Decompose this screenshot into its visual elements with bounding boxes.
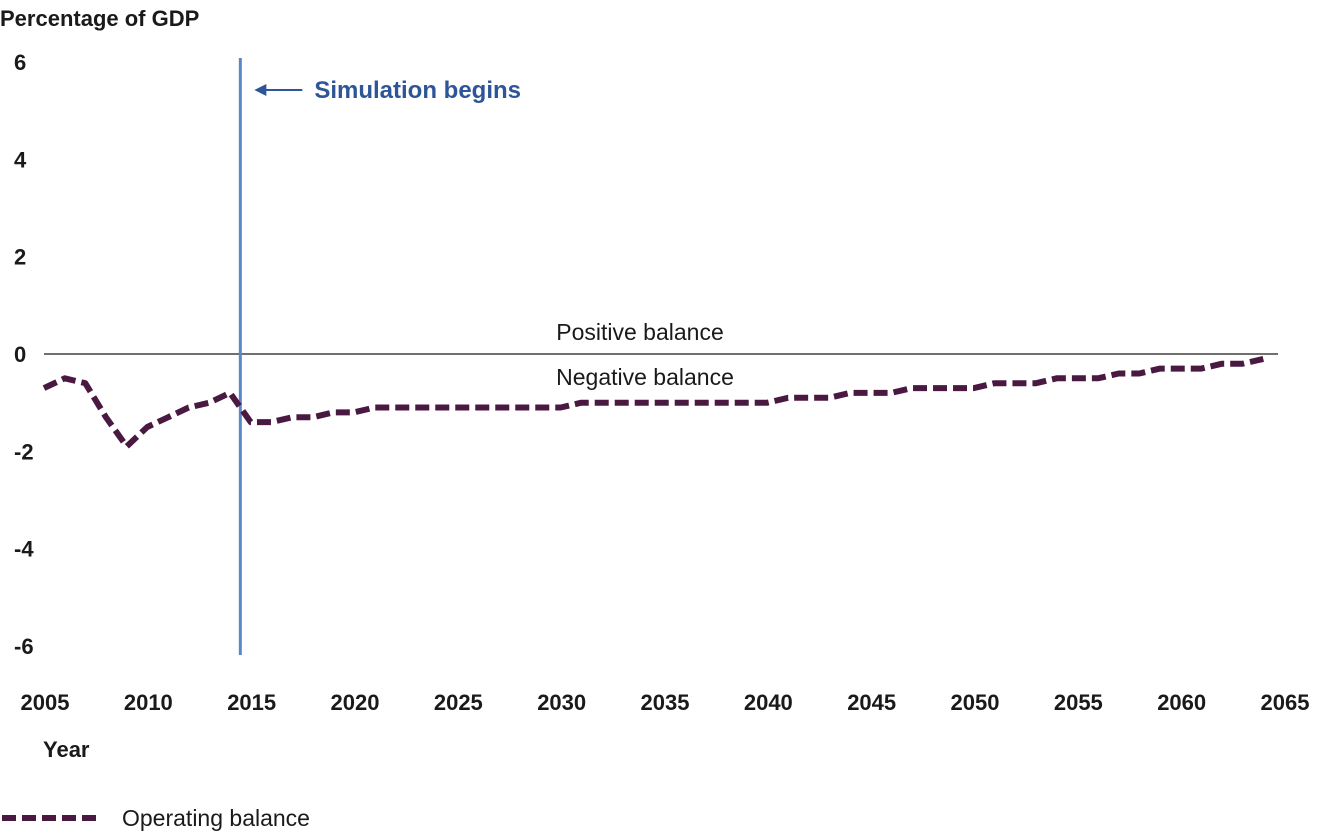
x-tick-labels: 2005 2010 2015 2020 2025 2030 2035 2040 2045 2050… [21,690,1310,715]
positive-balance-label: Positive balance [556,319,724,345]
y-tick-label: -4 [14,537,34,562]
x-tick-label: 2065 [1261,690,1310,715]
y-tick-label: 4 [14,147,27,172]
legend-label-operating-balance: Operating balance [122,805,310,831]
x-tick-label: 2010 [124,690,173,715]
y-tick-label: -2 [14,439,34,464]
x-tick-label: 2020 [331,690,380,715]
x-tick-label: 2025 [434,690,483,715]
x-tick-label: 2040 [744,690,793,715]
y-tick-labels: 6 4 2 0 -2 -4 -6 [14,50,34,659]
x-tick-label: 2060 [1157,690,1206,715]
y-tick-label: 0 [14,342,26,367]
x-tick-label: 2005 [21,690,70,715]
x-tick-label: 2015 [227,690,276,715]
y-tick-label: 2 [14,245,26,270]
series-line-operating-balance [42,355,1264,450]
y-axis-title: Percentage of GDP [0,6,199,31]
x-tick-label: 2055 [1054,690,1103,715]
simulation-arrow-icon [254,84,303,96]
negative-balance-label: Negative balance [556,364,734,390]
legend: Operating balance [2,805,310,831]
x-tick-label: 2035 [641,690,690,715]
x-tick-label: 2030 [537,690,586,715]
x-tick-label: 2050 [951,690,1000,715]
y-tick-label: -6 [14,634,34,659]
x-axis-title: Year [43,737,90,762]
y-tick-label: 6 [14,50,26,75]
x-tick-label: 2045 [847,690,896,715]
series-layer [42,355,1264,450]
simulation-begins-label: Simulation begins [314,77,521,104]
